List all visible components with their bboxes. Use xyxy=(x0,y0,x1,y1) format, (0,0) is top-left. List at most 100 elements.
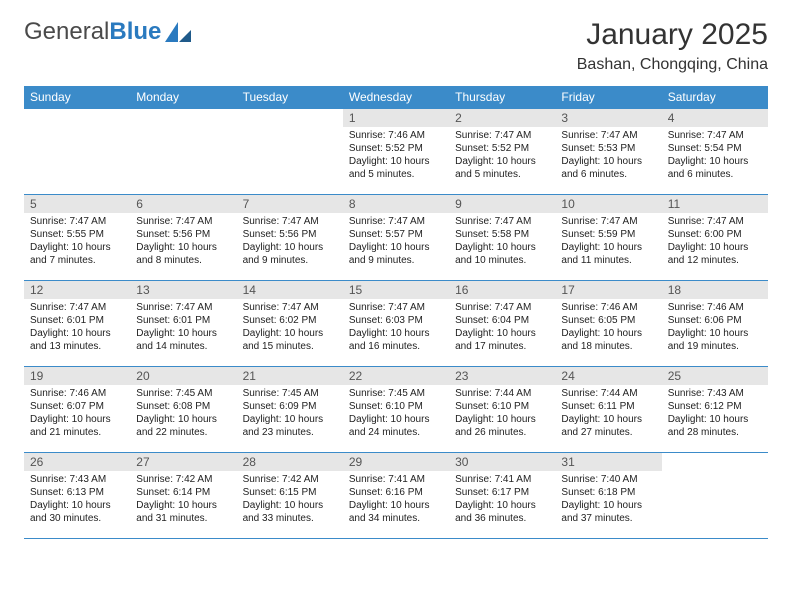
day-number: 19 xyxy=(24,367,130,385)
day-data: Sunrise: 7:47 AMSunset: 6:01 PMDaylight:… xyxy=(24,299,130,357)
day-data: Sunrise: 7:47 AMSunset: 5:53 PMDaylight:… xyxy=(555,127,661,185)
weekday-header: Saturday xyxy=(662,86,768,109)
day-data: Sunrise: 7:43 AMSunset: 6:13 PMDaylight:… xyxy=(24,471,130,529)
logo-word-1: General xyxy=(24,18,109,45)
title-block: January 2025 Bashan, Chongqing, China xyxy=(577,18,768,74)
calendar-day-cell: 4Sunrise: 7:47 AMSunset: 5:54 PMDaylight… xyxy=(662,109,768,195)
day-number: 22 xyxy=(343,367,449,385)
calendar-day-cell: 16Sunrise: 7:47 AMSunset: 6:04 PMDayligh… xyxy=(449,281,555,367)
calendar-day-cell: 30Sunrise: 7:41 AMSunset: 6:17 PMDayligh… xyxy=(449,453,555,539)
location: Bashan, Chongqing, China xyxy=(577,56,768,74)
calendar-header-row: SundayMondayTuesdayWednesdayThursdayFrid… xyxy=(24,86,768,109)
logo-text: GeneralBlue xyxy=(24,18,161,46)
calendar-week-row: ......1Sunrise: 7:46 AMSunset: 5:52 PMDa… xyxy=(24,109,768,195)
day-data: Sunrise: 7:47 AMSunset: 6:00 PMDaylight:… xyxy=(662,213,768,271)
day-data: Sunrise: 7:47 AMSunset: 5:54 PMDaylight:… xyxy=(662,127,768,185)
calendar-day-cell: 19Sunrise: 7:46 AMSunset: 6:07 PMDayligh… xyxy=(24,367,130,453)
calendar-week-row: 12Sunrise: 7:47 AMSunset: 6:01 PMDayligh… xyxy=(24,281,768,367)
day-number: 12 xyxy=(24,281,130,299)
calendar-day-cell: 6Sunrise: 7:47 AMSunset: 5:56 PMDaylight… xyxy=(130,195,236,281)
calendar-day-cell: 28Sunrise: 7:42 AMSunset: 6:15 PMDayligh… xyxy=(237,453,343,539)
day-data: Sunrise: 7:47 AMSunset: 5:57 PMDaylight:… xyxy=(343,213,449,271)
day-number: 13 xyxy=(130,281,236,299)
calendar-day-cell: 8Sunrise: 7:47 AMSunset: 5:57 PMDaylight… xyxy=(343,195,449,281)
calendar-day-cell: 21Sunrise: 7:45 AMSunset: 6:09 PMDayligh… xyxy=(237,367,343,453)
calendar-day-cell: 11Sunrise: 7:47 AMSunset: 6:00 PMDayligh… xyxy=(662,195,768,281)
day-number: 27 xyxy=(130,453,236,471)
day-number: 18 xyxy=(662,281,768,299)
day-number: 17 xyxy=(555,281,661,299)
calendar-day-cell: 12Sunrise: 7:47 AMSunset: 6:01 PMDayligh… xyxy=(24,281,130,367)
day-data: Sunrise: 7:44 AMSunset: 6:11 PMDaylight:… xyxy=(555,385,661,443)
day-data: Sunrise: 7:45 AMSunset: 6:09 PMDaylight:… xyxy=(237,385,343,443)
day-data: Sunrise: 7:47 AMSunset: 6:03 PMDaylight:… xyxy=(343,299,449,357)
calendar-day-cell: .. xyxy=(237,109,343,195)
calendar-day-cell: .. xyxy=(130,109,236,195)
day-data: Sunrise: 7:47 AMSunset: 5:56 PMDaylight:… xyxy=(237,213,343,271)
weekday-header: Tuesday xyxy=(237,86,343,109)
weekday-header: Thursday xyxy=(449,86,555,109)
calendar-day-cell: 7Sunrise: 7:47 AMSunset: 5:56 PMDaylight… xyxy=(237,195,343,281)
weekday-header: Monday xyxy=(130,86,236,109)
day-number: 11 xyxy=(662,195,768,213)
day-data: Sunrise: 7:40 AMSunset: 6:18 PMDaylight:… xyxy=(555,471,661,529)
day-data: Sunrise: 7:47 AMSunset: 6:04 PMDaylight:… xyxy=(449,299,555,357)
day-data: Sunrise: 7:47 AMSunset: 5:55 PMDaylight:… xyxy=(24,213,130,271)
day-number: 24 xyxy=(555,367,661,385)
logo-sail-icon xyxy=(165,22,191,42)
day-number: 2 xyxy=(449,109,555,127)
month-title: January 2025 xyxy=(577,18,768,52)
weekday-header: Wednesday xyxy=(343,86,449,109)
day-number: 8 xyxy=(343,195,449,213)
calendar-table: SundayMondayTuesdayWednesdayThursdayFrid… xyxy=(24,86,768,539)
day-data: Sunrise: 7:46 AMSunset: 6:07 PMDaylight:… xyxy=(24,385,130,443)
logo-word-2: Blue xyxy=(109,18,161,45)
calendar-day-cell: 18Sunrise: 7:46 AMSunset: 6:06 PMDayligh… xyxy=(662,281,768,367)
day-number: 15 xyxy=(343,281,449,299)
day-number: 20 xyxy=(130,367,236,385)
day-number: 29 xyxy=(343,453,449,471)
day-number: 14 xyxy=(237,281,343,299)
calendar-body: ......1Sunrise: 7:46 AMSunset: 5:52 PMDa… xyxy=(24,109,768,539)
calendar-day-cell: 31Sunrise: 7:40 AMSunset: 6:18 PMDayligh… xyxy=(555,453,661,539)
calendar-day-cell: 22Sunrise: 7:45 AMSunset: 6:10 PMDayligh… xyxy=(343,367,449,453)
day-data: Sunrise: 7:46 AMSunset: 6:05 PMDaylight:… xyxy=(555,299,661,357)
day-data: Sunrise: 7:42 AMSunset: 6:14 PMDaylight:… xyxy=(130,471,236,529)
calendar-day-cell: 29Sunrise: 7:41 AMSunset: 6:16 PMDayligh… xyxy=(343,453,449,539)
day-number: 28 xyxy=(237,453,343,471)
calendar-day-cell: 25Sunrise: 7:43 AMSunset: 6:12 PMDayligh… xyxy=(662,367,768,453)
weekday-header: Sunday xyxy=(24,86,130,109)
day-data: Sunrise: 7:47 AMSunset: 6:01 PMDaylight:… xyxy=(130,299,236,357)
calendar-day-cell: .. xyxy=(24,109,130,195)
calendar-day-cell: 9Sunrise: 7:47 AMSunset: 5:58 PMDaylight… xyxy=(449,195,555,281)
calendar-week-row: 19Sunrise: 7:46 AMSunset: 6:07 PMDayligh… xyxy=(24,367,768,453)
day-number: 25 xyxy=(662,367,768,385)
calendar-day-cell: .. xyxy=(662,453,768,539)
day-data: Sunrise: 7:42 AMSunset: 6:15 PMDaylight:… xyxy=(237,471,343,529)
day-number: 21 xyxy=(237,367,343,385)
calendar-day-cell: 27Sunrise: 7:42 AMSunset: 6:14 PMDayligh… xyxy=(130,453,236,539)
calendar-week-row: 26Sunrise: 7:43 AMSunset: 6:13 PMDayligh… xyxy=(24,453,768,539)
calendar-day-cell: 26Sunrise: 7:43 AMSunset: 6:13 PMDayligh… xyxy=(24,453,130,539)
day-data: Sunrise: 7:44 AMSunset: 6:10 PMDaylight:… xyxy=(449,385,555,443)
day-number: 5 xyxy=(24,195,130,213)
calendar-day-cell: 3Sunrise: 7:47 AMSunset: 5:53 PMDaylight… xyxy=(555,109,661,195)
calendar-day-cell: 15Sunrise: 7:47 AMSunset: 6:03 PMDayligh… xyxy=(343,281,449,367)
calendar-day-cell: 2Sunrise: 7:47 AMSunset: 5:52 PMDaylight… xyxy=(449,109,555,195)
day-number: 31 xyxy=(555,453,661,471)
day-number: 30 xyxy=(449,453,555,471)
calendar-day-cell: 1Sunrise: 7:46 AMSunset: 5:52 PMDaylight… xyxy=(343,109,449,195)
day-number: 10 xyxy=(555,195,661,213)
calendar-day-cell: 14Sunrise: 7:47 AMSunset: 6:02 PMDayligh… xyxy=(237,281,343,367)
day-data: Sunrise: 7:47 AMSunset: 6:02 PMDaylight:… xyxy=(237,299,343,357)
header: GeneralBlue January 2025 Bashan, Chongqi… xyxy=(24,18,768,74)
day-number: 16 xyxy=(449,281,555,299)
calendar-day-cell: 17Sunrise: 7:46 AMSunset: 6:05 PMDayligh… xyxy=(555,281,661,367)
day-data: Sunrise: 7:41 AMSunset: 6:16 PMDaylight:… xyxy=(343,471,449,529)
day-data: Sunrise: 7:41 AMSunset: 6:17 PMDaylight:… xyxy=(449,471,555,529)
day-data: Sunrise: 7:47 AMSunset: 5:52 PMDaylight:… xyxy=(449,127,555,185)
calendar-day-cell: 20Sunrise: 7:45 AMSunset: 6:08 PMDayligh… xyxy=(130,367,236,453)
day-data: Sunrise: 7:47 AMSunset: 5:56 PMDaylight:… xyxy=(130,213,236,271)
day-data: Sunrise: 7:47 AMSunset: 5:59 PMDaylight:… xyxy=(555,213,661,271)
day-data: Sunrise: 7:46 AMSunset: 6:06 PMDaylight:… xyxy=(662,299,768,357)
